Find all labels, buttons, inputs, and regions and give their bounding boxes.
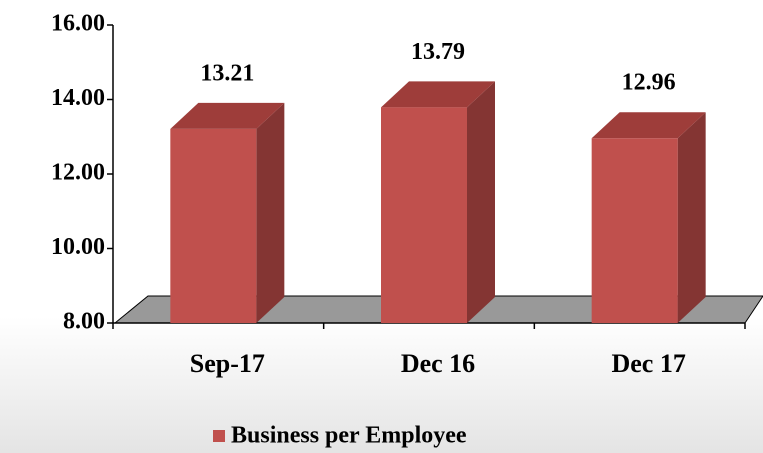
x-tick-label: Dec 17 [611, 349, 685, 378]
y-tick-label: 12.00 [51, 160, 105, 186]
y-tick-label: 14.00 [51, 85, 105, 111]
bar [381, 107, 467, 323]
legend-swatch [213, 430, 225, 442]
bar-top [591, 112, 706, 139]
bar-side [467, 81, 495, 323]
legend-label: Business per Employee [231, 423, 467, 449]
bar-top [170, 102, 285, 129]
x-tick-label: Sep-17 [190, 349, 265, 378]
bar-side [677, 112, 706, 324]
value-label: 12.96 [622, 70, 676, 96]
y-tick-label: 10.00 [51, 234, 105, 260]
bar [170, 128, 257, 323]
bar-top [381, 81, 495, 108]
value-label: 13.21 [200, 60, 254, 86]
bar [591, 138, 678, 323]
value-label: 13.79 [411, 39, 465, 65]
y-tick-label: 16.00 [51, 11, 105, 37]
bar-side [256, 102, 285, 324]
y-tick-label: 8.00 [63, 309, 105, 335]
x-tick-label: Dec 16 [401, 349, 475, 378]
